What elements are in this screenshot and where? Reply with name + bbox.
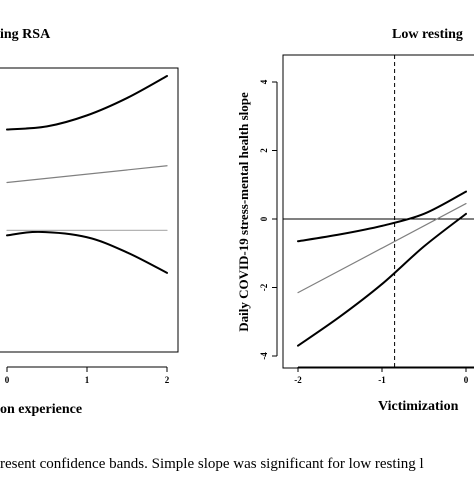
figure-caption: resent confidence bands. Simple slope wa…	[0, 456, 424, 472]
left-plot-frame	[0, 67, 179, 353]
left-x-tick-label: 0	[5, 375, 10, 385]
right-y-tick-label: -2	[259, 283, 269, 291]
right-x-tick-label: -1	[378, 375, 386, 385]
left-x-tick-label: 1	[85, 375, 90, 385]
left-slope-line	[6, 165, 168, 184]
right-y-axis-label: Daily COVID-19 stress-mental health slop…	[236, 92, 251, 332]
right-x-axis-label: Victimization	[378, 399, 459, 414]
left-x-tick-label: 2	[165, 375, 170, 385]
right-y-tick-label: 4	[259, 79, 269, 84]
right-y-tick-label: -4	[259, 352, 269, 360]
left-upper-band-line	[6, 75, 168, 131]
right-x-tick-label: -2	[294, 375, 302, 385]
right-slope-line	[297, 202, 467, 294]
right-panel-title: Low resting	[392, 27, 463, 42]
panel-right: -4 -2 0 2 4 -2 -1 0 Low resting Victimization Dail…	[236, 27, 474, 414]
panel-left: 0 1 2 ing RSA on experience	[0, 27, 179, 417]
right-y-tick-label: 2	[259, 148, 269, 153]
right-upper-band-line	[297, 190, 467, 243]
left-panel-title: ing RSA	[0, 27, 51, 42]
right-y-tick-label: 0	[259, 216, 269, 221]
right-lower-band-line	[297, 212, 467, 347]
left-lower-band-line	[6, 230, 168, 274]
left-x-axis-label: on experience	[0, 402, 82, 417]
right-plot-frame	[282, 54, 474, 369]
right-x-tick-label: 0	[464, 375, 469, 385]
